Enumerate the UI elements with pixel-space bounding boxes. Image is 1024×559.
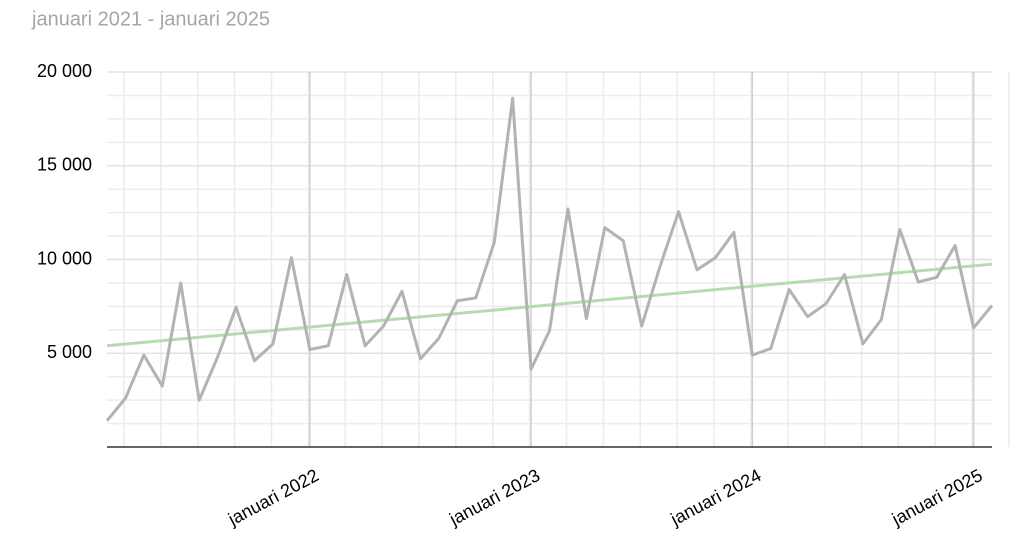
x-tick-label: januari 2023 <box>445 465 543 530</box>
chart-title: januari 2021 - januari 2025 <box>31 8 270 30</box>
y-tick-label: 5 000 <box>47 342 92 362</box>
series-line <box>105 96 994 422</box>
x-tick-label: januari 2024 <box>667 465 765 530</box>
y-tick-label: 10 000 <box>37 248 92 268</box>
x-tick-label: januari 2022 <box>224 465 322 530</box>
y-tick-label: 20 000 <box>37 61 92 81</box>
x-tick-label: januari 2025 <box>888 465 986 530</box>
y-tick-label: 15 000 <box>37 155 92 175</box>
